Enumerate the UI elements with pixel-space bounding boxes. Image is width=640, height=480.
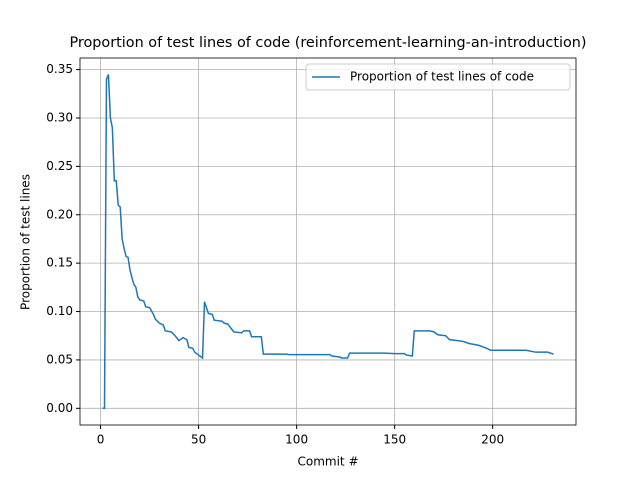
legend-label: Proportion of test lines of code (350, 70, 534, 84)
x-tick-label: 200 (481, 433, 504, 447)
y-tick-label: 0.30 (46, 110, 73, 124)
x-tick-label: 100 (285, 433, 308, 447)
chart-title: Proportion of test lines of code (reinfo… (69, 35, 586, 51)
y-tick-label: 0.20 (46, 207, 73, 221)
y-tick-label: 0.05 (46, 352, 73, 366)
plot-frame (79, 57, 577, 426)
y-axis-label: Proportion of test lines (19, 174, 33, 310)
legend-box (305, 63, 571, 91)
x-tick-label: 150 (383, 433, 406, 447)
x-axis-label: Commit # (297, 455, 358, 469)
x-tick-label: 50 (191, 433, 206, 447)
y-tick-label: 0.15 (46, 256, 73, 270)
y-tick-label: 0.35 (46, 62, 73, 76)
y-tick-label: 0.25 (46, 159, 73, 173)
y-tick-label: 0.00 (46, 401, 73, 415)
x-tick-label: 0 (97, 433, 105, 447)
data-line (102, 74, 554, 410)
y-tick-label: 0.10 (46, 304, 73, 318)
